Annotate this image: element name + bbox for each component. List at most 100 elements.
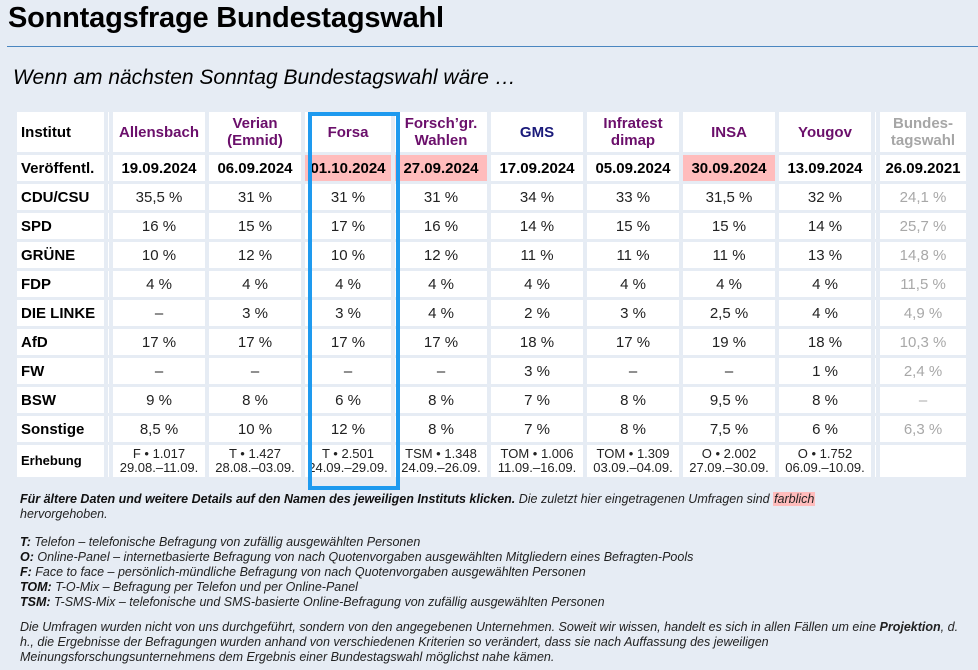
poll-value: 17 %: [587, 329, 679, 355]
election-value: 25,7 %: [880, 213, 966, 239]
institute-name: Verian: [232, 115, 278, 132]
poll-value: 10 %: [113, 242, 205, 268]
column-spacer: [108, 358, 109, 384]
poll-value: 31 %: [305, 184, 391, 210]
poll-value: 19 %: [683, 329, 775, 355]
legend-code: T:: [20, 535, 31, 549]
institute-link-allensbach[interactable]: Allensbach: [113, 112, 205, 152]
party-row: FDP 4 % 4 % 4 % 4 % 4 % 4 % 4 % 4 % 11,5 %: [17, 271, 966, 297]
party-row: GRÜNE 10 % 12 % 10 % 12 % 11 % 11 % 11 % 13 % 14,…: [17, 242, 966, 268]
survey-method: F • 1.017: [132, 446, 186, 461]
election-name: Bundes-: [893, 115, 953, 132]
poll-value: 12 %: [305, 416, 391, 442]
poll-value: 12 %: [209, 242, 301, 268]
poll-value: 17 %: [305, 329, 391, 355]
disclaimer: Die Umfragen wurden nicht von uns durchg…: [20, 620, 960, 665]
institute-link-forsa[interactable]: Forsa: [305, 112, 391, 152]
page-title: Sonntagsfrage Bundestagswahl: [8, 2, 444, 34]
poll-value: 4 %: [779, 271, 871, 297]
survey-info: T • 2.501 24.09.–29.09.: [305, 445, 391, 477]
survey-row: Erhebung F • 1.017 29.08.–11.09. T • 1.427 2…: [17, 445, 966, 477]
survey-label: Erhebung: [17, 445, 104, 477]
poll-value: 4 %: [683, 271, 775, 297]
election-survey-empty: [880, 445, 966, 477]
institute-link-yougov[interactable]: Yougov: [779, 112, 871, 152]
party-row: BSW 9 % 8 % 6 % 8 % 7 % 8 % 9,5 % 8 % –: [17, 387, 966, 413]
poll-value: 2,5 %: [683, 300, 775, 326]
legend-text: T-O-Mix – Befragung per Telefon und per …: [55, 580, 358, 594]
institute-header: Institut: [17, 112, 104, 152]
published-date: 19.09.2024: [113, 155, 205, 181]
institute-link-insa[interactable]: INSA: [683, 112, 775, 152]
info-note: Für ältere Daten und weitere Details auf…: [20, 492, 960, 522]
poll-value: 6 %: [305, 387, 391, 413]
institute-name: INSA: [711, 123, 747, 141]
survey-method: TOM • 1.309: [596, 446, 670, 461]
legend-item: TOM: T-O-Mix – Befragung per Telefon und…: [20, 580, 693, 595]
poll-value: 7 %: [491, 416, 583, 442]
poll-value: 6 %: [779, 416, 871, 442]
poll-value: 31 %: [209, 184, 301, 210]
poll-value: 13 %: [779, 242, 871, 268]
poll-value: 11 %: [683, 242, 775, 268]
survey-period: 24.09.–26.09.: [401, 460, 481, 475]
poll-value: 16 %: [395, 213, 487, 239]
poll-value: 16 %: [113, 213, 205, 239]
column-spacer: [108, 213, 109, 239]
column-spacer: [108, 242, 109, 268]
election-header: Bundes-tagswahl: [880, 112, 966, 152]
column-spacer: [108, 329, 109, 355]
institute-name: Infratest: [603, 115, 663, 132]
party-name: Sonstige: [17, 416, 104, 442]
survey-method: T • 2.501: [321, 446, 374, 461]
institute-name-line2: dimap: [610, 132, 656, 149]
survey-period: 28.08.–03.09.: [215, 460, 295, 475]
poll-value: 17 %: [113, 329, 205, 355]
poll-value: 10 %: [209, 416, 301, 442]
election-value: 6,3 %: [880, 416, 966, 442]
institute-link-gms[interactable]: GMS: [491, 112, 583, 152]
legend-item: TSM: T-SMS-Mix – telefonische und SMS-ba…: [20, 595, 693, 610]
published-date: 30.09.2024: [683, 155, 775, 181]
legend-item: O: Online-Panel – internetbasierte Befra…: [20, 550, 693, 565]
column-spacer: [875, 300, 876, 326]
poll-value: 4 %: [209, 271, 301, 297]
poll-value: 4 %: [395, 300, 487, 326]
party-row: DIE LINKE –3 % 3 % 4 % 2 % 3 % 2,5 % 4 % 4,9 %: [17, 300, 966, 326]
poll-value: –: [395, 358, 487, 384]
method-legend: T: Telefon – telefonische Befragung von …: [20, 535, 693, 610]
institute-link-verian[interactable]: Verian (Emnid): [209, 112, 301, 152]
survey-period: 06.09.–10.09.: [785, 460, 865, 475]
info-note-bold: Für ältere Daten und weitere Details auf…: [20, 492, 516, 506]
institute-name: Allensbach: [118, 123, 200, 141]
poll-value: –: [113, 300, 205, 326]
poll-value: 4 %: [395, 271, 487, 297]
poll-value: 3 %: [209, 300, 301, 326]
poll-value: 9,5 %: [683, 387, 775, 413]
party-name: AfD: [17, 329, 104, 355]
institute-link-infratest[interactable]: Infratest dimap: [587, 112, 679, 152]
column-spacer: [875, 184, 876, 210]
party-row: SPD 16 % 15 % 17 % 16 % 14 % 15 % 15 % 14 % 25,7 …: [17, 213, 966, 239]
poll-value: 34 %: [491, 184, 583, 210]
legend-text: Face to face – persönlich-mündliche Befr…: [35, 565, 586, 579]
election-value: –: [880, 387, 966, 413]
poll-value: 4 %: [779, 300, 871, 326]
legend-item: F: Face to face – persönlich-mündliche B…: [20, 565, 693, 580]
published-label: Veröffentl.: [17, 155, 104, 181]
election-value: 4,9 %: [880, 300, 966, 326]
institute-name-line2: Wahlen: [414, 132, 468, 149]
poll-value: 33 %: [587, 184, 679, 210]
poll-value: 3 %: [587, 300, 679, 326]
published-date: 27.09.2024: [395, 155, 487, 181]
party-name: SPD: [17, 213, 104, 239]
column-spacer: [875, 242, 876, 268]
poll-value: 8 %: [395, 387, 487, 413]
poll-value: 15 %: [683, 213, 775, 239]
poll-value: 14 %: [491, 213, 583, 239]
institute-link-forschgr[interactable]: Forsch’gr. Wahlen: [395, 112, 487, 152]
poll-value: 8,5 %: [113, 416, 205, 442]
poll-value: 18 %: [491, 329, 583, 355]
poll-value: 15 %: [587, 213, 679, 239]
poll-value: 8 %: [587, 387, 679, 413]
